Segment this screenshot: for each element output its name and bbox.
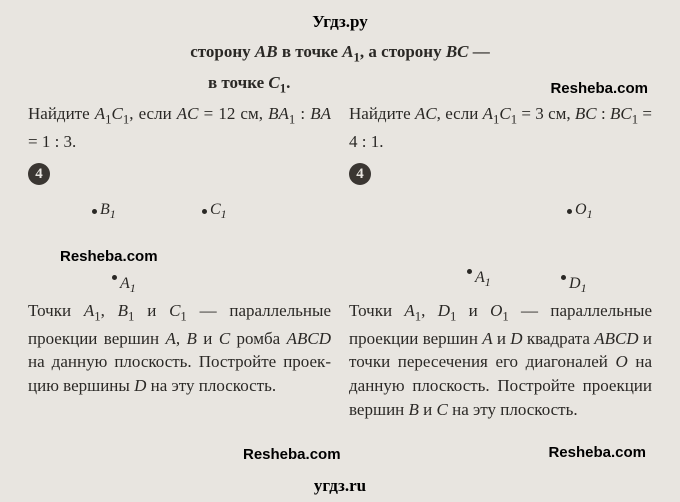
wm-4: Resheba.com [548, 442, 646, 463]
txt: Точки [349, 301, 404, 320]
txt: Найдите [349, 104, 415, 123]
bottom-watermark: угдз.ru [0, 474, 680, 498]
shared-line-1: сторону AB в точке A1, а сторону BC — [28, 40, 652, 67]
txt: квадрата [523, 329, 595, 348]
txt: и [493, 329, 511, 348]
badge-4-left: 4 [28, 163, 50, 185]
txt: , а сторону [360, 42, 446, 61]
txt: сторону [190, 42, 255, 61]
txt: на эту плоскость. [448, 400, 578, 419]
dot [467, 269, 472, 274]
txt: и [456, 301, 490, 320]
point-a1: A1 [475, 267, 491, 291]
txt: , если [129, 104, 177, 123]
right-diagram: O1 A1 D1 [349, 195, 652, 295]
left-problem-3: Найдите A1C1, если AC = 12 см, BA1 : BA … [28, 102, 331, 153]
left-description: Точки A1, B1 и C1 — парал­лельные проекц… [28, 299, 331, 398]
txt: в точке [208, 73, 268, 92]
right-column: Найдите AC, если A1C1 = 3 см, BC : BC1 =… [349, 102, 652, 421]
txt: на эту плос­кость. [146, 376, 276, 395]
top-watermark: Угдз.ру [28, 10, 652, 34]
right-description: Точки A1, D1 и O1 — параллель­ные проекц… [349, 299, 652, 421]
txt: и [419, 400, 437, 419]
txt: = 3 см, [517, 104, 575, 123]
dot [92, 209, 97, 214]
txt: . [286, 73, 290, 92]
dot [112, 275, 117, 280]
dot [567, 209, 572, 214]
right-problem-3: Найдите AC, если A1C1 = 3 см, BC : BC1 =… [349, 102, 652, 153]
wm-2: Resheba.com [60, 246, 158, 267]
txt: Найдите [28, 104, 95, 123]
txt: и [134, 301, 169, 320]
txt: Точки [28, 301, 84, 320]
txt: = 1 : 3. [28, 132, 76, 151]
txt: = 12 см, [199, 104, 269, 123]
txt: , если [437, 104, 483, 123]
txt: в точке [278, 42, 343, 61]
txt: ромба [230, 329, 286, 348]
txt: — [469, 42, 490, 61]
dot [561, 275, 566, 280]
txt: и [197, 329, 219, 348]
point-d1: D1 [569, 273, 587, 297]
wm-3: Resheba.com [243, 444, 341, 465]
wm-1: Resheba.com [550, 78, 648, 99]
point-a1: A1 [120, 273, 136, 297]
point-c1: C1 [210, 199, 227, 223]
point-o1: O1 [575, 199, 593, 223]
dot [202, 209, 207, 214]
point-b1: B1 [100, 199, 116, 223]
badge-4-right: 4 [349, 163, 371, 185]
